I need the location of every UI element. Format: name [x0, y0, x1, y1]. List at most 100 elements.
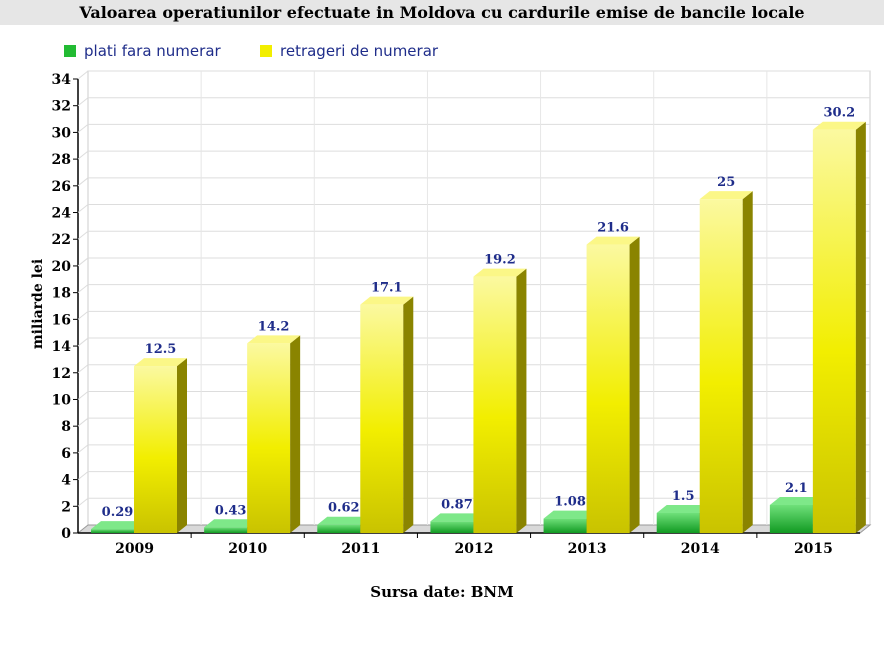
bar-retrageri-side	[516, 268, 527, 533]
data-label: 30.2	[824, 106, 856, 121]
y-tick-label: 20	[52, 259, 72, 275]
x-tick-label: 2014	[681, 541, 720, 557]
bar-plati-front	[430, 521, 474, 533]
bar-retrageri-front	[360, 304, 404, 533]
y-tick-label: 10	[52, 392, 72, 408]
gridline-h-side	[77, 497, 89, 507]
gridline-h-side	[77, 391, 89, 400]
y-tick-label: 12	[52, 366, 71, 382]
y-tick-label: 26	[52, 179, 71, 195]
x-tick-label: 2012	[455, 541, 494, 557]
bar-plati-front	[769, 504, 813, 533]
legend-swatch-yellow	[260, 45, 272, 57]
legend-item-retrageri: retrageri de numerar	[260, 42, 438, 60]
bar-retrageri-top	[473, 268, 527, 277]
bar-retrageri-side	[742, 191, 753, 534]
bar-retrageri-side	[629, 236, 640, 533]
bar-retrageri-side	[855, 121, 866, 533]
bar-retrageri-front	[586, 244, 630, 533]
gridline-h-side	[77, 257, 89, 267]
gridline-h-side	[77, 444, 89, 454]
chart-title: Valoarea operatiunilor efectuate in Mold…	[0, 0, 884, 25]
x-tick-label: 2015	[794, 541, 833, 557]
bar-retrageri-top	[360, 296, 414, 305]
bar-retrageri-front	[247, 343, 291, 533]
gridline-h-side	[77, 310, 89, 320]
y-tick-label: 6	[61, 446, 71, 462]
gridline-h-side	[77, 124, 89, 133]
bar-retrageri-side	[177, 358, 187, 533]
data-label: 25	[717, 175, 735, 190]
y-tick-label: 2	[61, 499, 71, 515]
bar-retrageri-front	[699, 199, 743, 534]
bar-plati-top	[91, 521, 144, 530]
gridline-h-side	[77, 471, 89, 480]
data-label: 12.5	[145, 342, 177, 357]
y-tick-label: 18	[52, 286, 71, 302]
y-tick-label: 34	[52, 72, 72, 88]
bar-retrageri-front	[812, 129, 856, 533]
bar-plati-top	[543, 510, 597, 519]
bar-plati-top	[656, 504, 710, 513]
bar-retrageri-side	[403, 296, 414, 533]
bar-retrageri-side	[290, 335, 301, 533]
y-tick-label: 8	[61, 419, 71, 435]
legend-label-plati: plati fara numerar	[84, 42, 221, 60]
data-label: 19.2	[484, 253, 516, 268]
bar-retrageri-top	[134, 358, 187, 367]
data-label: 17.1	[371, 281, 403, 296]
gridline-h-side	[77, 230, 89, 240]
bar-plati-top	[430, 513, 484, 522]
legend-label-retrageri: retrageri de numerar	[280, 42, 439, 60]
x-tick-label: 2013	[568, 541, 607, 557]
data-labels: 0.29 12.5 0.43 14.2 0.62 17.1 0.87 19.2 1.08 21.6…	[102, 106, 856, 520]
data-label: 2.1	[785, 481, 808, 496]
gridline-h-side	[77, 337, 89, 347]
y-tick-label: 4	[61, 473, 71, 489]
gridline-h-side	[77, 97, 89, 107]
gridline-h-side	[77, 284, 89, 294]
gridline-h-side	[77, 204, 89, 213]
data-label: 1.08	[554, 495, 586, 510]
legend-swatch-green	[64, 45, 76, 57]
legend-item-plati: plati fara numerar	[64, 42, 221, 60]
y-tick-label: 14	[52, 339, 72, 355]
x-tick-label: 2010	[228, 541, 267, 557]
bar-plati-top	[204, 519, 258, 528]
bar-plati-front	[91, 529, 134, 533]
bar-plati-top	[769, 496, 823, 505]
data-label: 21.6	[597, 221, 629, 236]
gridline-h-side	[77, 417, 89, 427]
x-tick-label: 2009	[115, 541, 154, 557]
data-label: 0.43	[215, 503, 247, 518]
bar-plati-front	[543, 518, 587, 533]
bar-plati-front	[656, 512, 700, 533]
gridline-h-side	[77, 364, 89, 374]
y-tick-label: 0	[61, 526, 71, 542]
gridline-h-side	[77, 150, 89, 160]
data-label: 0.62	[328, 501, 360, 516]
y-tick-label: 32	[52, 99, 71, 115]
source-note: Sursa date: BNM	[370, 583, 514, 601]
bar-retrageri-top	[586, 236, 640, 245]
data-label: 14.2	[258, 319, 290, 334]
bar-retrageri-top	[812, 121, 866, 130]
y-tick-label: 24	[52, 206, 72, 222]
bar-retrageri-top	[699, 191, 753, 200]
y-tick-label: 16	[52, 312, 71, 328]
data-label: 0.29	[102, 505, 134, 520]
y-tick-label: 28	[52, 152, 71, 168]
y-axis-label: miliarde lei	[30, 259, 46, 349]
x-tick-label: 2011	[341, 541, 380, 557]
bars	[91, 121, 866, 534]
gridline-h-side	[77, 177, 89, 187]
data-label: 0.87	[441, 497, 473, 512]
bar-plati-front	[204, 527, 248, 533]
bar-retrageri-front	[473, 276, 517, 533]
bar-retrageri-front	[134, 366, 177, 533]
bar-plati-front	[317, 524, 361, 533]
gridline-h-side	[77, 70, 89, 80]
data-label: 1.5	[672, 489, 695, 504]
y-tick-label: 30	[52, 125, 72, 141]
